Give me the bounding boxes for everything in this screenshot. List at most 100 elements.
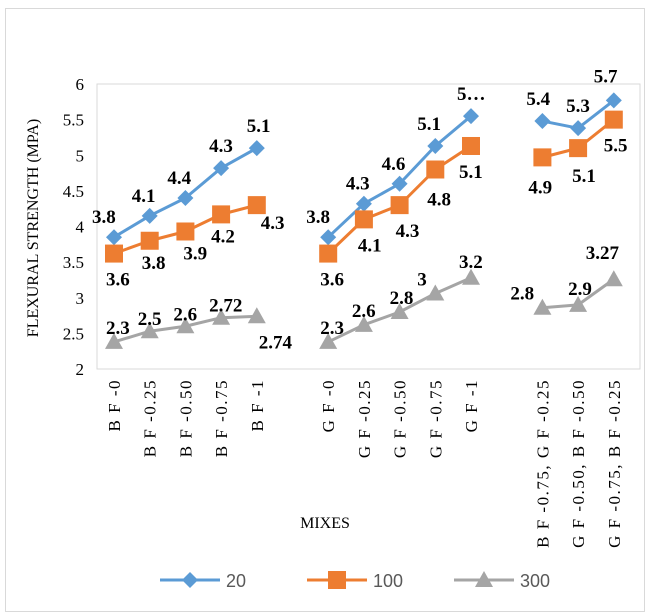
plot-area [96,83,641,370]
data-label: 2.72 [209,296,242,317]
data-label-layer: 3.8 4.1 4.4 4.3 5.1 3.8 4.3 4.6 5.1 5… 5.4 5.35.7 3.… [92,66,628,353]
data-label: 5.7 [594,66,618,87]
x-tick-label: B F -0.75, G F -0.25 [533,379,552,548]
x-tick-label: G F -0.75 [426,379,445,458]
data-point [533,148,552,167]
data-label: 2.6 [173,304,197,325]
y-tick-label: 3 [76,289,85,308]
y-tick-label: 6 [76,75,85,94]
data-label: 3.2 [459,252,483,273]
series-20 [106,92,622,246]
data-label: 5.5 [604,136,628,157]
data-point [391,175,408,192]
legend-label: 300 [520,571,550,591]
data-point [319,332,338,349]
data-label: 3.8 [92,207,116,228]
data-point [355,195,372,212]
data-point [106,229,122,246]
legend-entry-300: 300 [454,571,550,591]
x-tick-label: B F -0.25 [141,379,160,457]
data-label: 2.3 [106,318,130,339]
data-label: 2.8 [510,284,534,305]
legend: 20 100 300 [160,571,550,591]
data-label: 5.3 [566,96,590,117]
data-label: 2.3 [320,318,344,339]
data-point [462,136,480,155]
data-point [462,268,480,285]
x-tick-label: B F -0.75 [212,379,231,457]
data-label: 2.6 [352,301,376,322]
y-tick-label: 4.5 [63,182,84,201]
data-point [212,205,231,224]
data-label: 2.8 [390,288,414,309]
data-point [141,207,158,224]
data-label: 3.9 [183,243,207,264]
data-point [354,315,373,332]
x-tick-label: B F -0.50 [176,379,195,457]
data-label: 4.3 [396,221,420,242]
data-label: 2.74 [259,332,293,353]
data-point [426,160,445,179]
x-tick-label: G F -0.50 [391,379,410,458]
legend-entry-20: 20 [160,571,246,591]
data-label: 4.9 [528,177,552,198]
data-point [319,244,338,263]
series-layer [105,92,623,349]
legend-marker [475,571,493,587]
y-tick-label: 4 [76,218,85,237]
data-point [427,137,444,154]
data-label: 3.27 [586,243,620,264]
y-tick-label: 2 [76,360,85,379]
data-label: 3.6 [106,270,130,291]
data-point [176,317,195,334]
data-point [247,307,266,324]
data-point [390,196,409,215]
data-point [140,231,159,250]
legend-label: 20 [226,571,246,591]
data-point [534,113,551,130]
plot-border [96,83,641,370]
data-point [212,308,231,325]
data-label: 4.2 [211,226,235,247]
x-tick-label: G F -1 [462,379,481,432]
x-tick-label: G F -0.25 [355,379,374,458]
data-point [247,196,266,215]
y-tick-label: 3.5 [63,253,84,272]
data-label: 4.3 [209,136,233,157]
data-point [105,244,123,263]
y-axis: 2 2.5 3 3.5 4 4.5 5 5.5 6 [63,75,85,379]
x-tick-label: G F -0 [319,379,338,432]
y-axis-title: FLEXURAL STRENGTH (MPA) [25,119,42,337]
data-label: 4.1 [132,186,156,207]
data-label: 3.8 [306,207,330,228]
data-point [177,190,194,206]
data-label: 5.1 [417,114,441,135]
x-tick-label: G F -0.75, B F -0.25 [605,379,624,548]
y-tick-label: 5 [76,146,85,165]
data-label: 4.1 [358,235,382,256]
x-tick-label: B F -1 [248,379,267,431]
legend-entry-100: 100 [307,571,403,591]
data-point [605,92,622,109]
data-label: 5.4 [526,89,550,110]
series-100 [105,110,623,263]
data-point [569,295,588,312]
data-point [390,303,409,319]
data-label: 4.4 [167,168,191,189]
series-300 [105,268,623,349]
data-point [426,284,445,301]
data-point [604,110,623,129]
data-label: 3.6 [320,270,344,291]
x-axis: B F -0 B F -0.25 B F -0.50 B F -0.75 B F -1 G… [105,379,624,548]
legend-label: 100 [373,571,403,591]
x-tick-label: G F -0.50, B F -0.50 [569,379,588,548]
data-label: 4.8 [427,190,451,211]
data-point [140,322,159,339]
data-label: 3 [417,269,427,290]
data-label: 4.3 [261,213,285,234]
data-point [248,140,265,157]
data-label: 5.1 [572,166,596,187]
data-label: 5.1 [459,162,483,183]
data-point [320,229,337,246]
data-label: 2.5 [138,309,162,330]
